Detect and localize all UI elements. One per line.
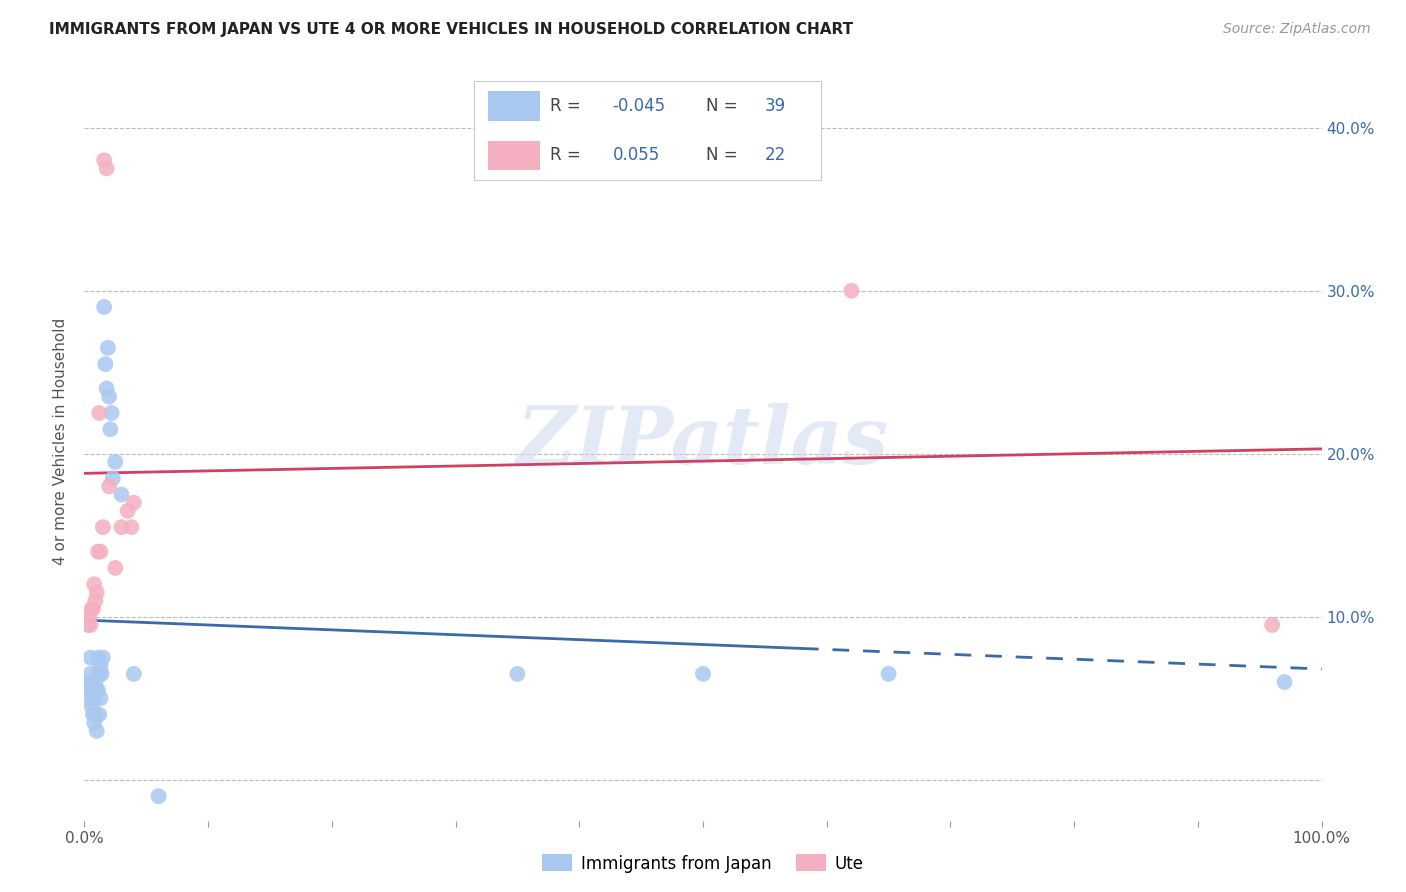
Point xyxy=(79,666,101,681)
Y-axis label: 4 or more Vehicles in Household: 4 or more Vehicles in Household xyxy=(53,318,69,566)
Text: IMMIGRANTS FROM JAPAN VS UTE 4 OR MORE VEHICLES IN HOUSEHOLD CORRELATION CHART: IMMIGRANTS FROM JAPAN VS UTE 4 OR MORE V… xyxy=(49,22,853,37)
Point xyxy=(96,161,118,176)
Point xyxy=(100,406,122,420)
Point xyxy=(76,675,98,690)
Point xyxy=(122,496,145,510)
Point xyxy=(77,683,100,698)
Point xyxy=(148,789,170,804)
Point xyxy=(110,520,132,534)
Point xyxy=(80,601,103,615)
Point xyxy=(87,683,110,698)
Point xyxy=(89,707,111,722)
Point xyxy=(122,666,145,681)
Point xyxy=(80,675,103,690)
Point xyxy=(104,455,127,469)
Point xyxy=(117,504,139,518)
Point xyxy=(877,666,900,681)
Point xyxy=(79,610,101,624)
Point xyxy=(91,520,114,534)
Point xyxy=(77,618,100,632)
Point xyxy=(1261,618,1284,632)
Point xyxy=(86,723,108,738)
Point xyxy=(89,658,111,673)
Point xyxy=(83,577,105,591)
Point xyxy=(82,707,104,722)
Point xyxy=(98,479,121,493)
Point xyxy=(87,650,110,665)
Point xyxy=(79,691,101,706)
Point xyxy=(83,715,105,730)
Point xyxy=(79,618,101,632)
Point xyxy=(89,406,111,420)
Point xyxy=(89,666,111,681)
Point xyxy=(82,601,104,615)
Text: Source: ZipAtlas.com: Source: ZipAtlas.com xyxy=(1223,22,1371,37)
Point xyxy=(79,650,101,665)
Point xyxy=(94,357,117,371)
Text: ZIPatlas: ZIPatlas xyxy=(517,403,889,480)
Point xyxy=(91,650,114,665)
Point xyxy=(1274,675,1296,690)
Point xyxy=(841,284,863,298)
Point xyxy=(83,691,105,706)
Point xyxy=(98,422,121,436)
Point xyxy=(120,520,142,534)
Point xyxy=(84,675,107,690)
Point xyxy=(97,341,120,355)
Point xyxy=(93,300,115,314)
Point xyxy=(84,707,107,722)
Point xyxy=(86,683,108,698)
Point xyxy=(89,691,111,706)
Point xyxy=(87,544,110,558)
Point xyxy=(80,699,103,714)
Point xyxy=(96,382,118,396)
Legend: Immigrants from Japan, Ute: Immigrants from Japan, Ute xyxy=(536,847,870,880)
Point xyxy=(93,153,115,168)
Point xyxy=(101,471,124,485)
Point xyxy=(90,666,112,681)
Point xyxy=(98,390,121,404)
Point xyxy=(692,666,714,681)
Point xyxy=(82,683,104,698)
Point xyxy=(86,585,108,599)
Point xyxy=(110,487,132,501)
Point xyxy=(506,666,529,681)
Point xyxy=(89,544,111,558)
Point xyxy=(104,561,127,575)
Point xyxy=(84,593,107,607)
